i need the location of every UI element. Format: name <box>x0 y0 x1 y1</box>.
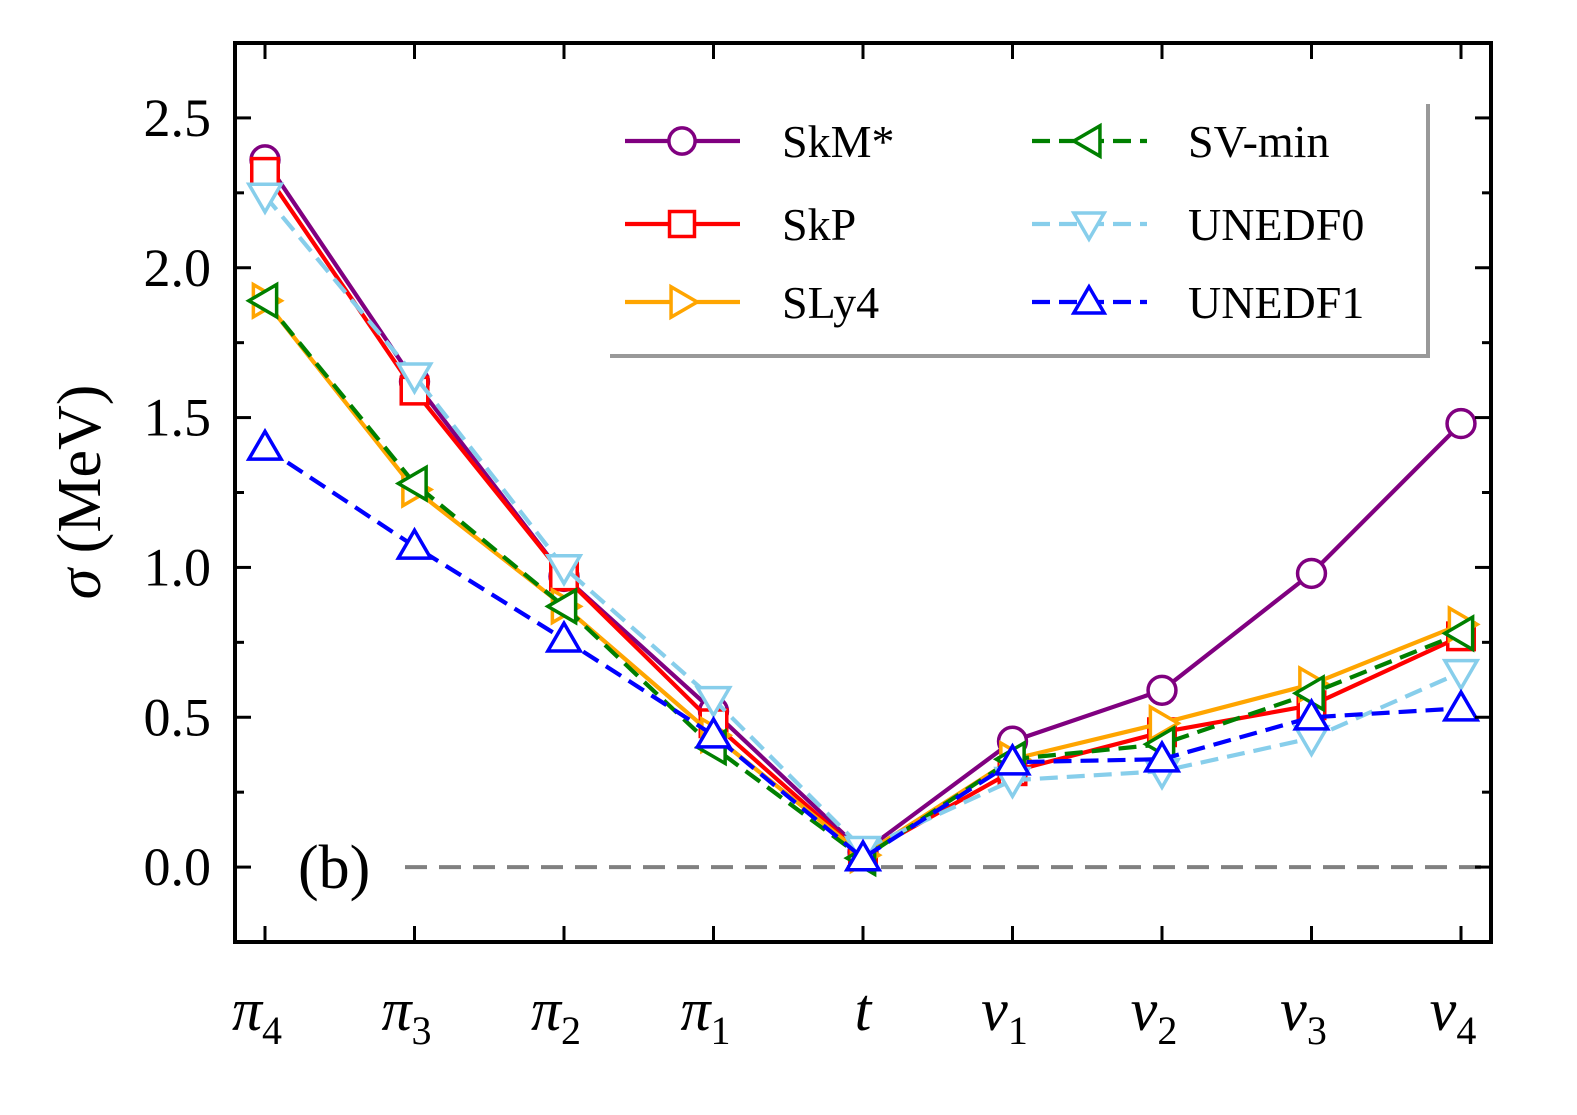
legend-label-skm: SkM* <box>782 116 894 167</box>
data-point-sv-min-1 <box>394 464 428 503</box>
data-point-unedf0-0 <box>245 182 285 216</box>
legend-marker-unedf1 <box>1070 283 1108 315</box>
x-tick-label: ν1 <box>981 977 1028 1053</box>
y-tick-label: 0.5 <box>144 687 212 747</box>
y-tick-label: 1.0 <box>144 537 212 597</box>
data-point-unedf0-1 <box>395 362 434 396</box>
data-point-unedf1-7 <box>1292 697 1331 731</box>
x-tick-label: π1 <box>680 977 730 1053</box>
legend-marker-unedf0 <box>1070 211 1108 243</box>
data-point-unedf1-2 <box>544 619 584 653</box>
data-point-unedf1-0 <box>245 427 285 461</box>
panel-label: (b) <box>298 834 370 902</box>
data-point-unedf0-2 <box>544 554 584 588</box>
legend-marker-sv-min <box>1070 122 1102 160</box>
data-point-unedf1-3 <box>694 715 733 749</box>
y-tick-label: 2.0 <box>144 238 212 298</box>
legend-marker-skp <box>667 209 697 239</box>
data-point-unedf0-8 <box>1441 658 1481 692</box>
legend-entry-sv-min: SV-min <box>1032 116 1329 167</box>
data-point-sly4-6 <box>1148 704 1182 743</box>
legend-entry-skm: SkM* <box>625 116 894 167</box>
legend-label-sv-min: SV-min <box>1188 116 1329 167</box>
legend-label-unedf1: UNEDF1 <box>1188 277 1364 328</box>
data-point-unedf1-5 <box>993 742 1032 776</box>
x-tick-label: ν4 <box>1430 977 1477 1053</box>
data-point-skm-7 <box>1295 557 1328 590</box>
y-tick-label: 0.0 <box>144 837 212 897</box>
legend-box <box>606 100 1426 354</box>
series-line-unedf0 <box>263 194 1462 852</box>
legend-marker-skm <box>667 126 697 156</box>
data-point-unedf0-3 <box>694 685 733 719</box>
data-point-sv-min-2 <box>544 587 578 626</box>
legend-entry-skp: SkP <box>625 199 856 250</box>
x-tick-label: ν2 <box>1131 977 1178 1053</box>
x-tick-label: π3 <box>381 977 431 1053</box>
series-unedf1 <box>245 427 1481 872</box>
y-axis-label: σ (MeV) <box>46 385 114 600</box>
data-point-unedf1-1 <box>395 526 434 560</box>
legend-label-sly4: SLy4 <box>782 277 879 328</box>
data-point-unedf1-4 <box>843 838 883 872</box>
data-point-sv-min-7 <box>1291 674 1325 713</box>
legend-label-skp: SkP <box>782 199 856 250</box>
legend-marker-sly4 <box>669 283 701 321</box>
data-point-sv-min-0 <box>245 281 279 320</box>
legend-entry-unedf0: UNEDF0 <box>1032 199 1364 250</box>
legend-entry-sly4: SLy4 <box>625 277 879 328</box>
data-point-unedf1-8 <box>1441 688 1481 722</box>
legend-entry-unedf1: UNEDF1 <box>1032 277 1364 328</box>
y-tick-label: 1.5 <box>144 388 212 448</box>
data-point-skm-8 <box>1445 407 1477 440</box>
x-tick-label: π4 <box>232 977 282 1053</box>
data-point-unedf1-6 <box>1142 739 1182 773</box>
x-tick-label: π2 <box>531 977 581 1053</box>
x-tick-label: t <box>855 977 873 1043</box>
data-point-sv-min-8 <box>1441 614 1475 653</box>
y-tick-label: 2.5 <box>144 88 212 148</box>
x-tick-label: ν3 <box>1280 977 1327 1053</box>
data-point-skp-0 <box>249 156 281 187</box>
legend-label-unedf0: UNEDF0 <box>1188 199 1364 250</box>
data-point-skm-6 <box>1146 674 1178 706</box>
